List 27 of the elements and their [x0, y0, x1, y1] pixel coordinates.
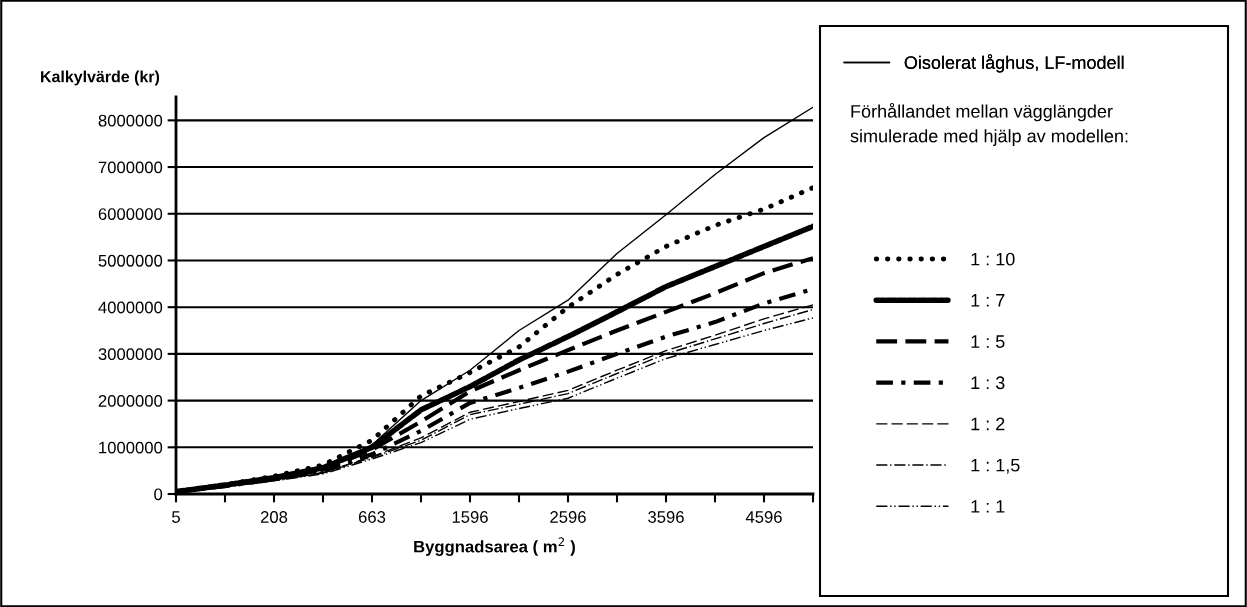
y-tick-label: 5000000	[98, 254, 163, 267]
y-tick-label: 6000000	[98, 208, 163, 220]
legend-label: 1 : 10	[971, 252, 1015, 266]
legend-label: 1 : 1	[971, 500, 1005, 513]
y-tick-label: 4000000	[98, 301, 163, 314]
x-tick-label: 4596	[745, 511, 782, 523]
x-tick-label: 2596	[550, 511, 586, 523]
x-tick-label: 208	[260, 511, 288, 523]
y-tick-label: 8000000	[98, 114, 163, 127]
x-axis-title: Byggnadsarea ( m$^{2}$ )	[414, 537, 575, 556]
legend-label: 1 : 5	[971, 335, 1005, 348]
y-tick-label: 1000000	[99, 441, 163, 454]
legend-label: 1 : 7	[971, 294, 1005, 307]
x-tick-label: 663	[358, 511, 386, 523]
legend-label: 1 : 2	[971, 417, 1005, 431]
y-tick-label: 7000000	[98, 161, 163, 174]
x-tick-label: 3596	[648, 511, 684, 523]
x-tick-label: 5	[172, 511, 180, 523]
text: Förhållandet mellan vägglängder simulerade med hjälp av modellen:	[850, 103, 1128, 146]
legend-label: 1 : 1,5	[971, 458, 1020, 474]
y-tick-label: 0	[154, 488, 163, 501]
y-tick-label: 2000000	[98, 394, 163, 407]
legend-label: 1 : 3	[971, 376, 1005, 390]
legend-label: Oisolerat låghus, LF-modell	[904, 54, 1124, 73]
y-axis-title: Kalkylvärde (kr)	[41, 70, 160, 86]
y-tick-label: 3000000	[98, 348, 163, 361]
x-tick-label: 1596	[452, 511, 488, 523]
